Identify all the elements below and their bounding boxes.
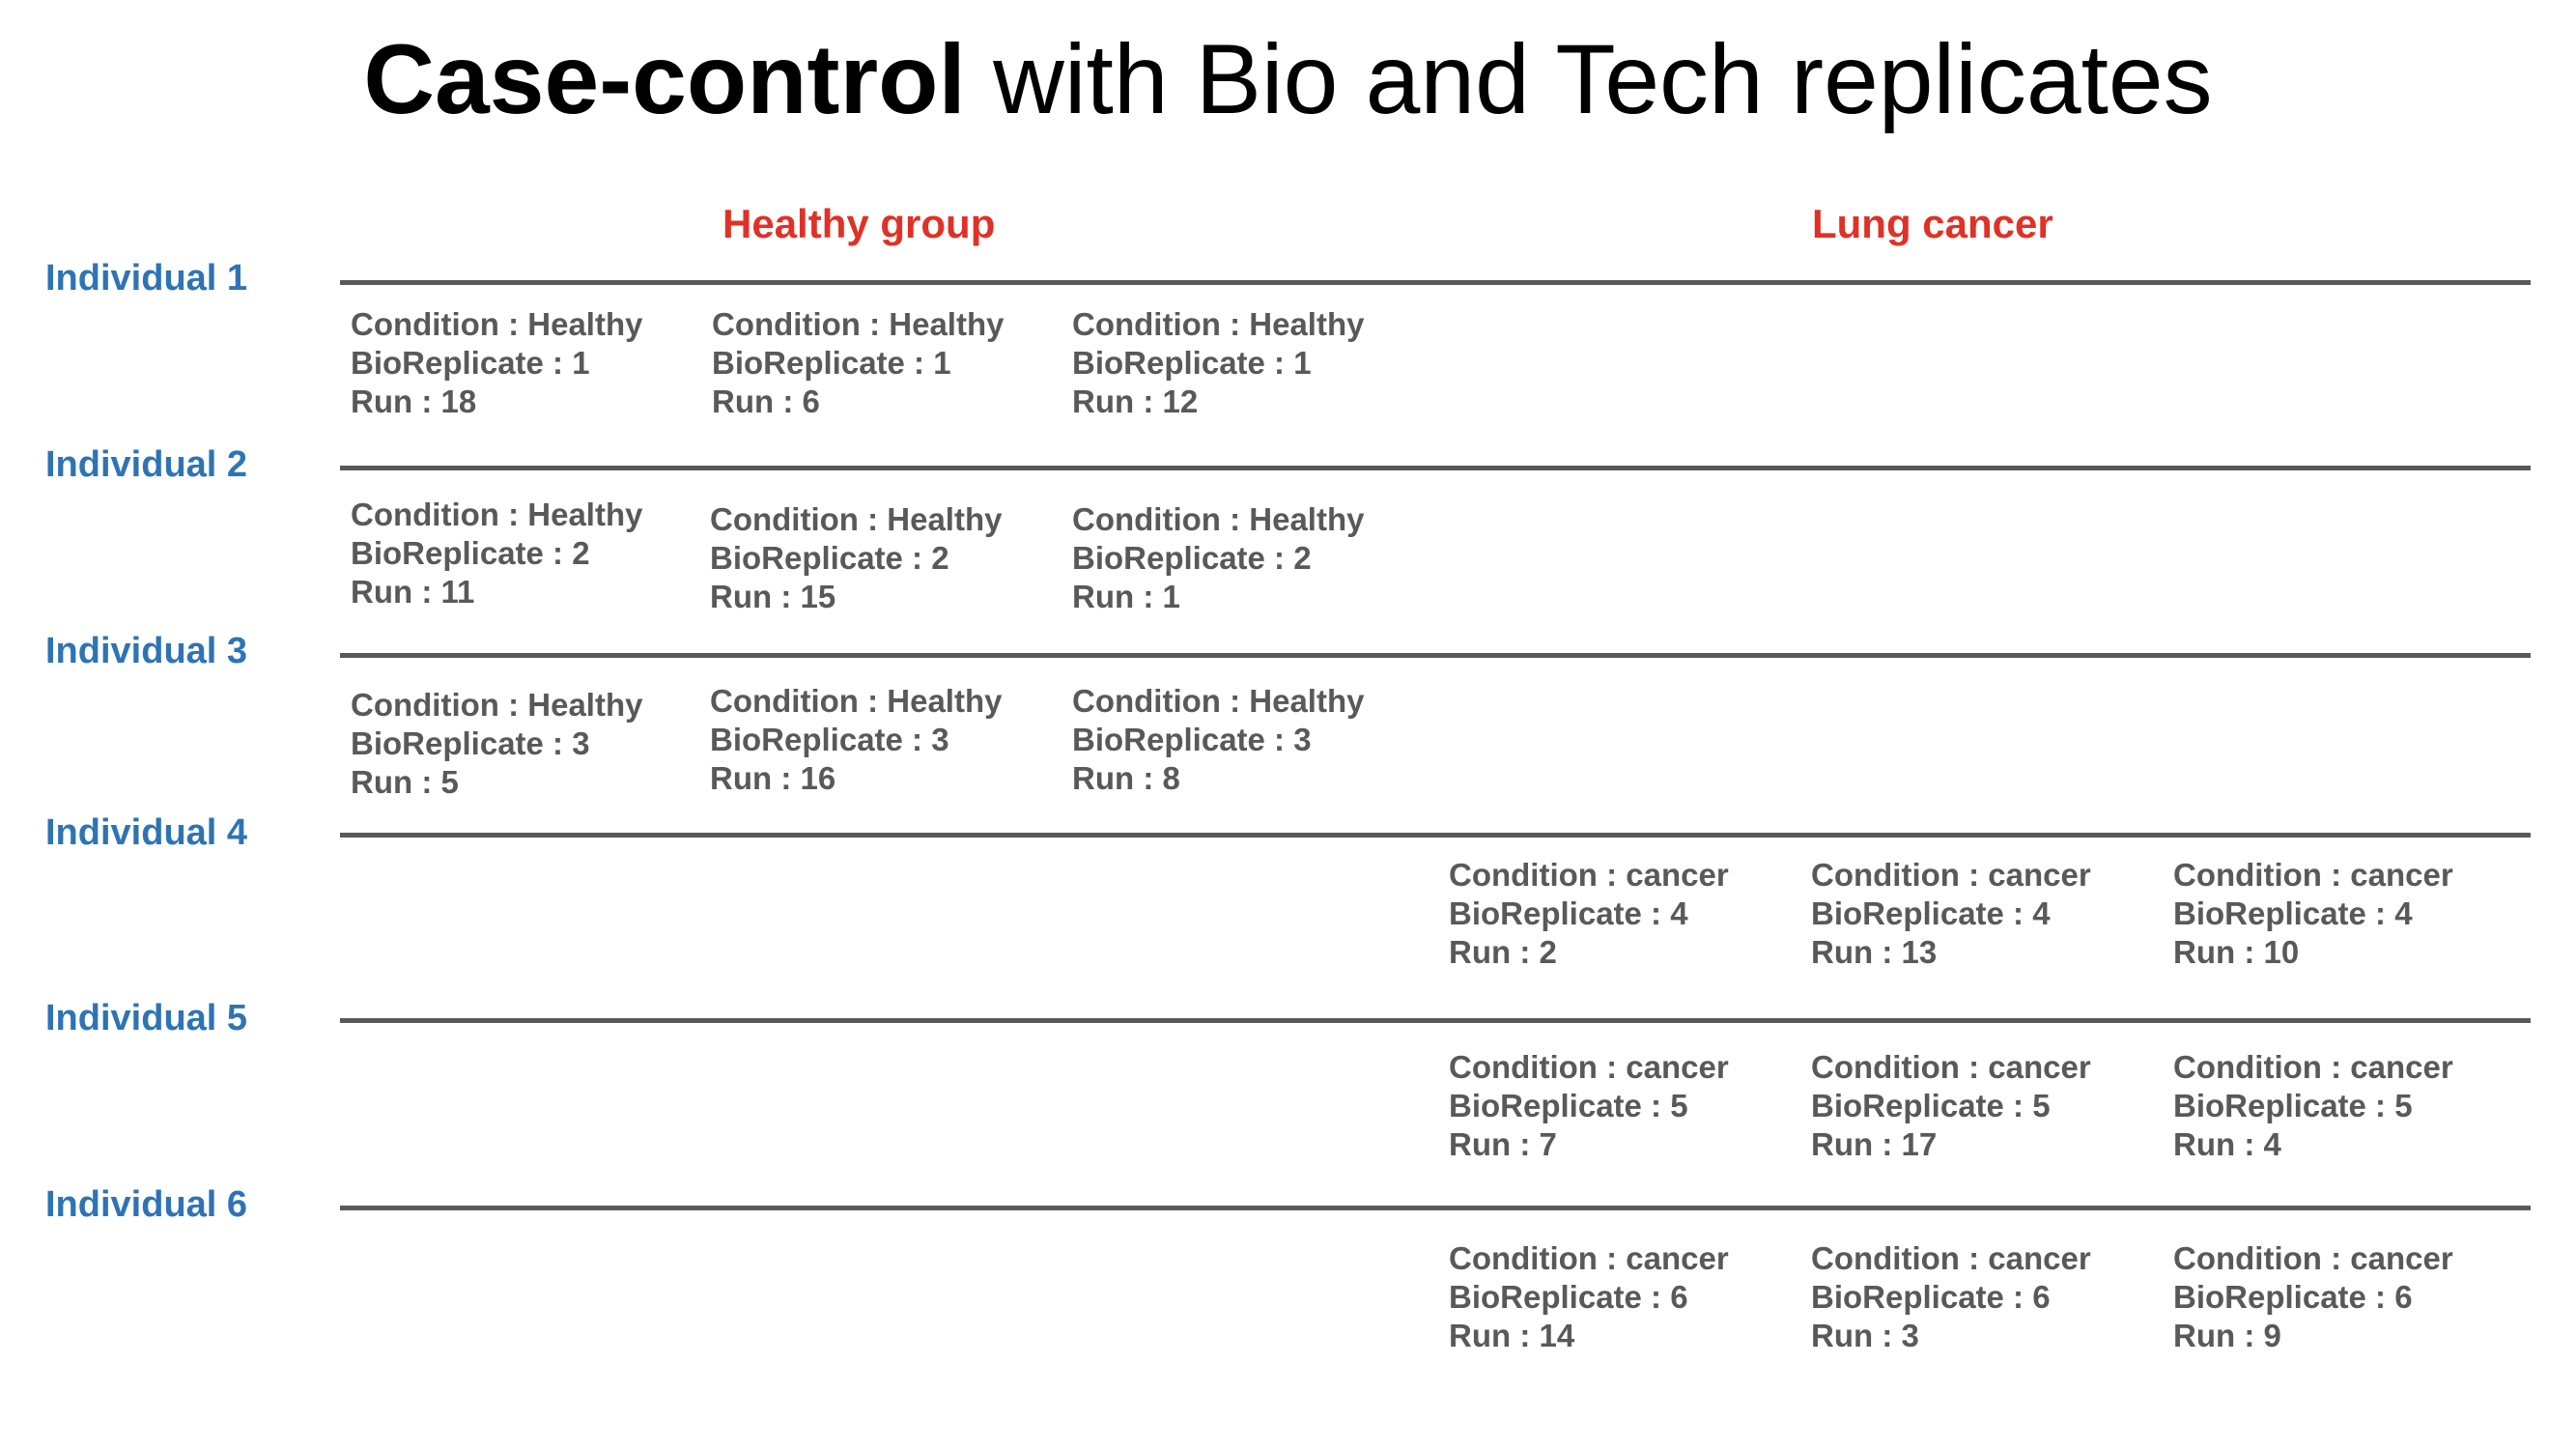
page-title: Case-control with Bio and Tech replicate… [0, 21, 2576, 137]
sample-cell: Condition : cancer BioReplicate : 5 Run … [1811, 1048, 2091, 1164]
bioreplicate-text: BioReplicate : 6 [2173, 1279, 2413, 1315]
condition-text: Condition : cancer [1449, 857, 1729, 893]
bioreplicate-text: BioReplicate : 3 [351, 725, 590, 761]
bioreplicate-text: BioReplicate : 1 [1072, 345, 1312, 381]
condition-text: Condition : Healthy [710, 501, 1003, 537]
run-text: Run : 16 [710, 760, 836, 796]
sample-cell: Condition : cancer BioReplicate : 6 Run … [1449, 1239, 1729, 1355]
sample-cell: Condition : cancer BioReplicate : 6 Run … [1811, 1239, 2091, 1355]
run-text: Run : 6 [712, 384, 820, 419]
individual-label-1: Individual 1 [45, 258, 248, 298]
condition-text: Condition : cancer [1811, 857, 2091, 893]
condition-text: Condition : Healthy [351, 497, 643, 532]
bioreplicate-text: BioReplicate : 2 [351, 535, 590, 571]
sample-cell: Condition : Healthy BioReplicate : 2 Run… [710, 500, 1002, 616]
run-text: Run : 12 [1072, 384, 1199, 419]
condition-text: Condition : Healthy [1072, 683, 1365, 719]
bioreplicate-text: BioReplicate : 4 [1449, 895, 1688, 931]
bioreplicate-text: BioReplicate : 1 [712, 345, 951, 381]
bioreplicate-text: BioReplicate : 4 [2173, 895, 2413, 931]
bioreplicate-text: BioReplicate : 5 [1449, 1088, 1688, 1123]
bioreplicate-text: BioReplicate : 6 [1449, 1279, 1688, 1315]
run-text: Run : 9 [2173, 1318, 2281, 1353]
run-text: Run : 4 [2173, 1126, 2281, 1162]
sample-cell: Condition : Healthy BioReplicate : 3 Run… [710, 682, 1002, 798]
run-text: Run : 14 [1449, 1318, 1575, 1353]
run-text: Run : 5 [351, 764, 459, 800]
sample-cell: Condition : Healthy BioReplicate : 1 Run… [712, 305, 1004, 421]
sample-cell: Condition : Healthy BioReplicate : 1 Run… [351, 305, 642, 421]
sample-cell: Condition : Healthy BioReplicate : 1 Run… [1072, 305, 1364, 421]
row-divider-5 [340, 1018, 2531, 1023]
group-label-cancer: Lung cancer [1812, 201, 2053, 246]
run-text: Run : 15 [710, 579, 836, 614]
sample-cell: Condition : cancer BioReplicate : 4 Run … [2173, 856, 2453, 972]
run-text: Run : 2 [1449, 934, 1557, 970]
condition-text: Condition : Healthy [1072, 501, 1365, 537]
title-rest: with Bio and Tech replicates [965, 24, 2213, 134]
run-text: Run : 11 [351, 574, 475, 610]
sample-cell: Condition : cancer BioReplicate : 5 Run … [1449, 1048, 1729, 1164]
condition-text: Condition : cancer [1811, 1240, 2091, 1276]
run-text: Run : 7 [1449, 1126, 1557, 1162]
bioreplicate-text: BioReplicate : 5 [2173, 1088, 2413, 1123]
run-text: Run : 17 [1811, 1126, 1938, 1162]
run-text: Run : 18 [351, 384, 477, 419]
sample-cell: Condition : Healthy BioReplicate : 2 Run… [1072, 500, 1364, 616]
row-divider-3 [340, 653, 2531, 658]
sample-cell: Condition : Healthy BioReplicate : 3 Run… [351, 686, 642, 802]
title-bold: Case-control [363, 24, 966, 134]
bioreplicate-text: BioReplicate : 2 [1072, 540, 1312, 576]
bioreplicate-text: BioReplicate : 6 [1811, 1279, 2051, 1315]
bioreplicate-text: BioReplicate : 5 [1811, 1088, 2051, 1123]
bioreplicate-text: BioReplicate : 3 [710, 722, 949, 757]
row-divider-6 [340, 1206, 2531, 1210]
bioreplicate-text: BioReplicate : 1 [351, 345, 590, 381]
row-divider-4 [340, 833, 2531, 838]
individual-label-2: Individual 2 [45, 444, 248, 485]
condition-text: Condition : Healthy [351, 687, 643, 723]
individual-label-4: Individual 4 [45, 812, 248, 853]
row-divider-2 [340, 466, 2531, 470]
condition-text: Condition : cancer [1811, 1049, 2091, 1085]
individual-label-5: Individual 5 [45, 998, 248, 1038]
sample-cell: Condition : Healthy BioReplicate : 3 Run… [1072, 682, 1364, 798]
sample-cell: Condition : Healthy BioReplicate : 2 Run… [351, 496, 642, 611]
condition-text: Condition : cancer [1449, 1240, 1729, 1276]
condition-text: Condition : cancer [2173, 1240, 2453, 1276]
sample-cell: Condition : cancer BioReplicate : 4 Run … [1811, 856, 2091, 972]
run-text: Run : 10 [2173, 934, 2300, 970]
sample-cell: Condition : cancer BioReplicate : 6 Run … [2173, 1239, 2453, 1355]
bioreplicate-text: BioReplicate : 2 [710, 540, 949, 576]
run-text: Run : 3 [1811, 1318, 1919, 1353]
condition-text: Condition : cancer [2173, 857, 2453, 893]
condition-text: Condition : Healthy [1072, 306, 1365, 342]
group-label-healthy: Healthy group [722, 201, 996, 246]
sample-cell: Condition : cancer BioReplicate : 5 Run … [2173, 1048, 2453, 1164]
row-divider-1 [340, 280, 2531, 285]
condition-text: Condition : cancer [2173, 1049, 2453, 1085]
individual-label-6: Individual 6 [45, 1184, 248, 1225]
sample-cell: Condition : cancer BioReplicate : 4 Run … [1449, 856, 1729, 972]
bioreplicate-text: BioReplicate : 4 [1811, 895, 2051, 931]
condition-text: Condition : cancer [1449, 1049, 1729, 1085]
condition-text: Condition : Healthy [710, 683, 1003, 719]
bioreplicate-text: BioReplicate : 3 [1072, 722, 1312, 757]
run-text: Run : 1 [1072, 579, 1180, 614]
condition-text: Condition : Healthy [712, 306, 1005, 342]
run-text: Run : 13 [1811, 934, 1938, 970]
condition-text: Condition : Healthy [351, 306, 643, 342]
individual-label-3: Individual 3 [45, 631, 248, 671]
run-text: Run : 8 [1072, 760, 1180, 796]
